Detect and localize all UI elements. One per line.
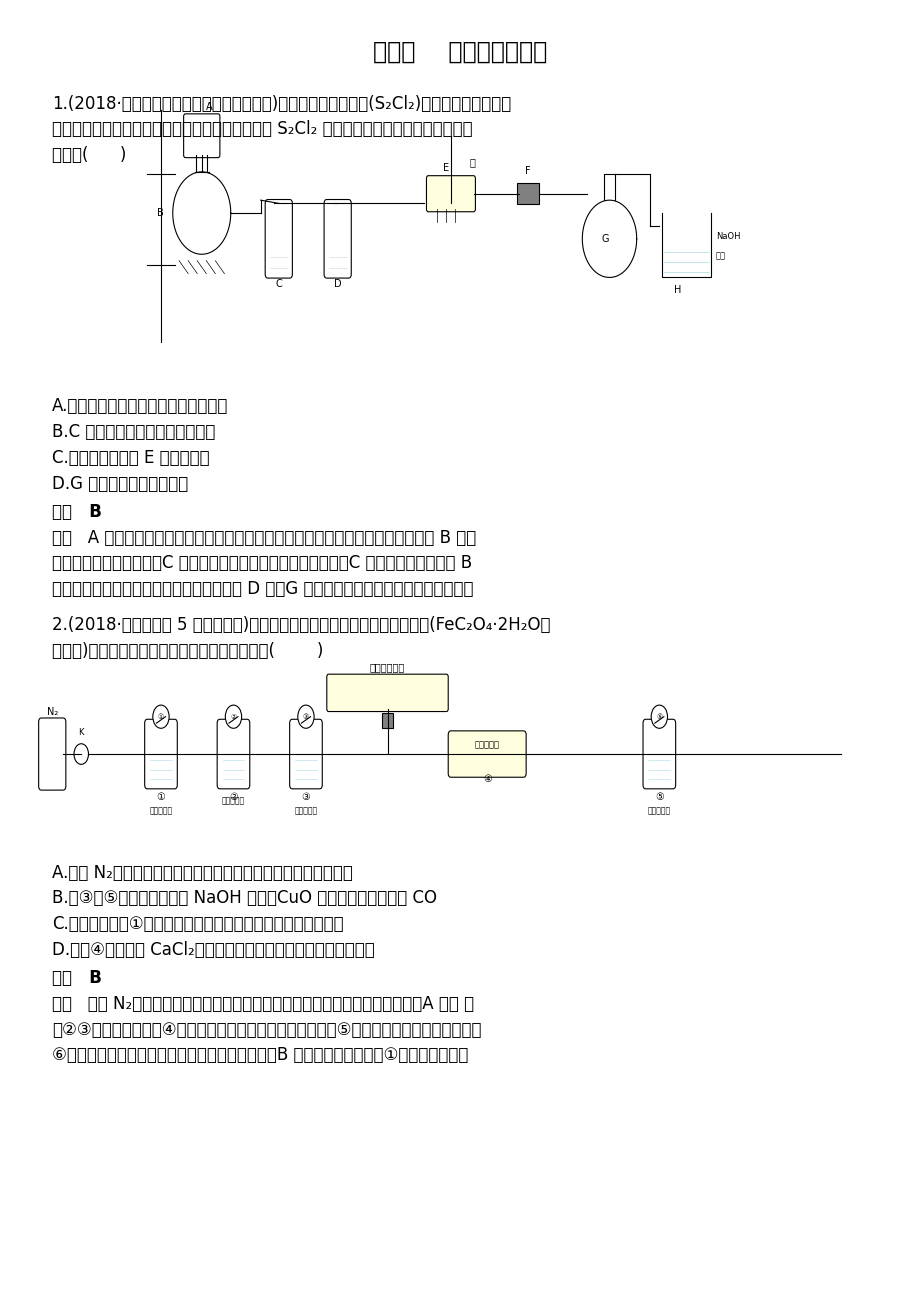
Text: N₂: N₂ xyxy=(47,707,58,717)
Text: 确的是(      ): 确的是( ) xyxy=(52,146,127,164)
Text: A.实验时可以用盐酸酸化高锰酸钾溶液: A.实验时可以用盐酸酸化高锰酸钾溶液 xyxy=(52,397,229,415)
Text: D.G 中可收集到纯净的产品: D.G 中可收集到纯净的产品 xyxy=(52,474,188,492)
Text: 淡黄色)受热分解的部分产物。下列说法正确的是(        ): 淡黄色)受热分解的部分产物。下列说法正确的是( ) xyxy=(52,642,323,660)
Circle shape xyxy=(298,706,313,728)
Text: ⑤: ⑤ xyxy=(655,713,662,720)
FancyBboxPatch shape xyxy=(323,199,351,279)
Text: ④: ④ xyxy=(482,775,491,784)
Text: D.若将④中的无水 CaCl₂换成无水硫酸铜可检验分解生成的水蒸气: D.若将④中的无水 CaCl₂换成无水硫酸铜可检验分解生成的水蒸气 xyxy=(52,941,375,958)
FancyBboxPatch shape xyxy=(265,199,292,279)
FancyBboxPatch shape xyxy=(426,176,475,212)
FancyBboxPatch shape xyxy=(326,674,448,711)
Text: F: F xyxy=(525,167,530,176)
Text: H: H xyxy=(673,285,680,296)
Bar xyxy=(516,184,539,204)
Text: B.C 中所盛试剂为饱和氯化钠溶液: B.C 中所盛试剂为饱和氯化钠溶液 xyxy=(52,423,215,441)
Text: 易水解，工业上用于橡胶的硫化。某学习小组合成 S₂Cl₂ 的实验装置如图所示。下列说法正: 易水解，工业上用于橡胶的硫化。某学习小组合成 S₂Cl₂ 的实验装置如图所示。下… xyxy=(52,120,472,138)
Text: 为除去氯气中的氯化氢，C 中所盛试剂为饱和氯化钠溶液，正确；C 项，实验时需先点燃 B: 为除去氯气中的氯化氢，C 中所盛试剂为饱和氯化钠溶液，正确；C 项，实验时需先点… xyxy=(52,555,471,573)
Text: 澄清石灰水: 澄清石灰水 xyxy=(149,806,173,815)
FancyBboxPatch shape xyxy=(39,717,66,790)
Text: ⑥中澄清的石灰水变浑浊，说明有一氧化碳产生，B 正确；实验结束后，①中淡黄色粉末完: ⑥中澄清的石灰水变浑浊，说明有一氧化碳产生，B 正确；实验结束后，①中淡黄色粉末… xyxy=(52,1047,468,1065)
Text: G: G xyxy=(601,234,608,243)
Text: ①: ① xyxy=(156,793,165,802)
Text: 硫: 硫 xyxy=(469,158,474,168)
Text: B.若③和⑤中分别盛放足量 NaOH 溶液、CuO 固体，可检验生成的 CO: B.若③和⑤中分别盛放足量 NaOH 溶液、CuO 固体，可检验生成的 CO xyxy=(52,889,437,907)
Text: 处的酒精灯，先制取氯气并充满装置，错误 D 项，G 中收集到的产品中可能含有硫，错误。: 处的酒精灯，先制取氯气并充满装置，错误 D 项，G 中收集到的产品中可能含有硫，… xyxy=(52,581,473,598)
Text: 用②③除去二氧化碳，④中的无水氯化钙将气体干燥后，如果⑤中的黑色的氧化铜固体变红，: 用②③除去二氧化碳，④中的无水氯化钙将气体干燥后，如果⑤中的黑色的氧化铜固体变红… xyxy=(52,1021,482,1039)
Text: C: C xyxy=(275,279,282,289)
Text: 澄清石灰水: 澄清石灰水 xyxy=(647,806,670,815)
Text: 解析   通入 N₂的主要目的是防止空气中二氧化碳、氧气等对产物检验产生影响，A 错误 利: 解析 通入 N₂的主要目的是防止空气中二氧化碳、氧气等对产物检验产生影响，A 错… xyxy=(52,995,474,1013)
Text: 无水氯化钙: 无水氯化钙 xyxy=(474,741,499,750)
Text: 澄清石灰水: 澄清石灰水 xyxy=(221,796,244,805)
Text: ①: ① xyxy=(158,713,164,720)
Text: C.实验结束后，①中淡黄色粉末完全变成黑色，则产物一定为铁: C.实验结束后，①中淡黄色粉末完全变成黑色，则产物一定为铁 xyxy=(52,915,344,934)
Text: NaOH: NaOH xyxy=(715,232,740,241)
Text: 解析   A 项，高锰酸钾能将盐酸氧化产生氯气，不能用盐酸酸化高锰酸钾溶液，错误 B 项，: 解析 A 项，高锰酸钾能将盐酸氧化产生氯气，不能用盐酸酸化高锰酸钾溶液，错误 B… xyxy=(52,529,476,547)
Text: 题型十    仪器连接分析型: 题型十 仪器连接分析型 xyxy=(372,40,547,64)
Text: K: K xyxy=(78,728,84,737)
Text: ③: ③ xyxy=(301,793,310,802)
FancyBboxPatch shape xyxy=(289,719,322,789)
Text: 2.(2018·日照市高三 5 月校际联考)某同学用下图所示装置检验草酸亚铁晶体(FeC₂O₄·2H₂O，: 2.(2018·日照市高三 5 月校际联考)某同学用下图所示装置检验草酸亚铁晶体… xyxy=(52,616,550,634)
Text: C.实验时需先点燃 E 处的酒精灯: C.实验时需先点燃 E 处的酒精灯 xyxy=(52,449,210,467)
Text: D: D xyxy=(334,279,341,289)
Text: ⑤: ⑤ xyxy=(654,793,663,802)
Text: 答案   B: 答案 B xyxy=(52,969,102,987)
FancyBboxPatch shape xyxy=(217,719,250,789)
Text: ②: ② xyxy=(230,713,236,720)
Text: A.通入 N₂的主要目的是防止空气中的水蒸气对产物检验产生影响: A.通入 N₂的主要目的是防止空气中的水蒸气对产物检验产生影响 xyxy=(52,863,353,881)
Text: E: E xyxy=(443,163,449,173)
Text: 1.(2018·茂名市五大联盟学校高三五月联考)常温下，二氯化二硫(S₂Cl₂)为橙黄色液体，遇水: 1.(2018·茂名市五大联盟学校高三五月联考)常温下，二氯化二硫(S₂Cl₂)… xyxy=(52,95,511,112)
Text: 草酸亚铁晶体: 草酸亚铁晶体 xyxy=(369,663,404,672)
FancyBboxPatch shape xyxy=(642,719,675,789)
Text: ③: ③ xyxy=(302,713,309,720)
Circle shape xyxy=(651,706,667,728)
Text: 澄清石灰水: 澄清石灰水 xyxy=(294,806,317,815)
Text: B: B xyxy=(157,208,164,217)
FancyBboxPatch shape xyxy=(448,730,526,777)
Text: A: A xyxy=(206,102,212,112)
Text: ②: ② xyxy=(229,793,238,802)
Bar xyxy=(381,712,392,728)
FancyBboxPatch shape xyxy=(144,719,177,789)
Text: 答案   B: 答案 B xyxy=(52,503,102,521)
Circle shape xyxy=(153,706,169,728)
Circle shape xyxy=(74,743,88,764)
Circle shape xyxy=(225,706,242,728)
FancyBboxPatch shape xyxy=(184,113,220,158)
Text: 溶液: 溶液 xyxy=(715,251,725,260)
